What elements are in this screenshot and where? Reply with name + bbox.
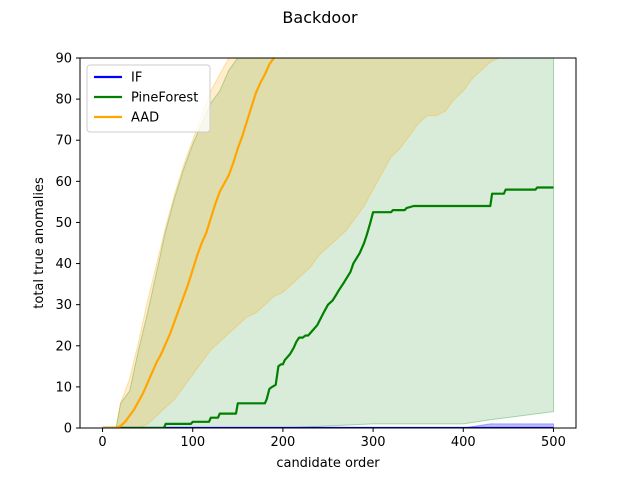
y-tick-label: 0 — [64, 422, 72, 437]
y-tick-label: 90 — [55, 52, 72, 67]
x-axis-label: candidate order — [276, 456, 380, 471]
legend-label-pineforest: PineForest — [131, 91, 198, 106]
confidence-bands — [102, 58, 554, 428]
band-pineforest — [102, 58, 554, 428]
x-tick-label: 400 — [451, 435, 476, 450]
line-pineforest — [102, 186, 554, 428]
x-axis-ticks: 0 100 200 300 400 500 — [98, 428, 566, 450]
legend: IF PineForest AAD — [86, 64, 211, 133]
y-tick-label: 30 — [55, 298, 72, 313]
x-tick-label: 200 — [270, 435, 295, 450]
plot-frame — [79, 57, 577, 429]
y-tick-label: 20 — [55, 339, 72, 354]
y-axis-ticks: 0 10 20 30 40 50 60 70 80 90 — [55, 52, 80, 437]
x-tick-label: 500 — [541, 435, 566, 450]
line-aad — [102, 58, 275, 428]
x-tick-label: 100 — [180, 435, 205, 450]
y-tick-label: 80 — [55, 93, 72, 108]
y-tick-label: 60 — [55, 175, 72, 190]
y-tick-label: 50 — [55, 216, 72, 231]
chart-title: Backdoor — [282, 8, 358, 27]
x-tick-label: 0 — [98, 435, 106, 450]
legend-label-aad: AAD — [131, 111, 159, 126]
y-axis-label: total true anomalies — [32, 177, 47, 309]
y-tick-label: 10 — [55, 380, 72, 395]
legend-box — [86, 64, 211, 133]
legend-label-if: IF — [131, 71, 142, 86]
band-aad — [102, 58, 500, 428]
y-tick-label: 40 — [55, 257, 72, 272]
x-tick-label: 300 — [361, 435, 386, 450]
y-tick-label: 70 — [55, 134, 72, 149]
series-lines — [102, 58, 554, 428]
